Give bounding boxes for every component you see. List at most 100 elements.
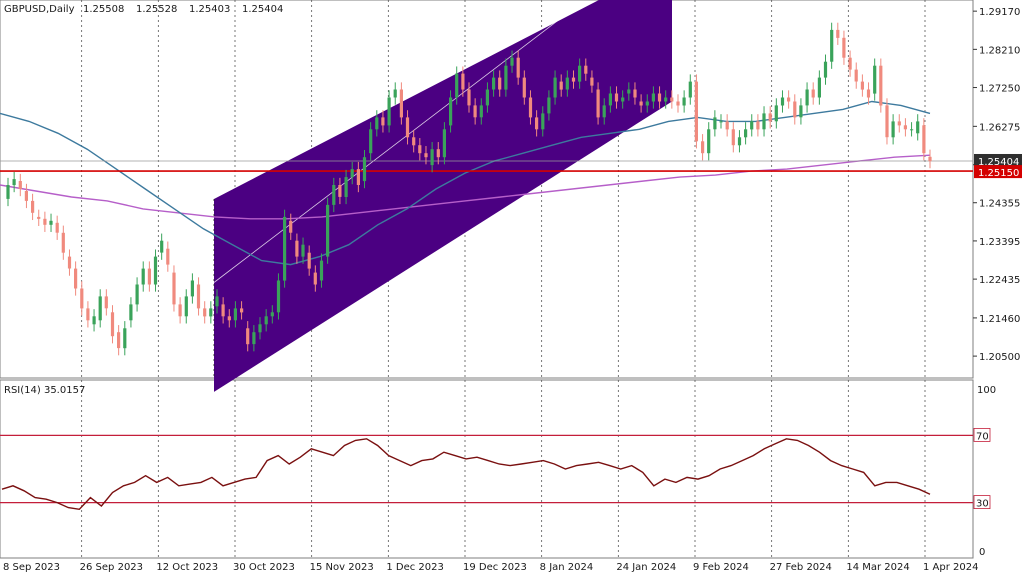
candle-down	[18, 181, 22, 189]
candle-down	[110, 312, 115, 337]
candle-up	[258, 324, 262, 333]
candle-down	[405, 117, 410, 138]
candle-up	[153, 256, 158, 285]
candle-up	[135, 284, 139, 305]
horizontal-levels	[0, 160, 973, 172]
candle-down	[240, 308, 244, 313]
candle-down	[842, 37, 846, 58]
candle-down	[922, 125, 926, 154]
candle-up	[141, 268, 145, 285]
candle-down	[172, 272, 176, 305]
candle-down	[725, 121, 729, 130]
candle-up	[891, 121, 895, 138]
candle-down	[768, 113, 772, 122]
y-tick-label: 1.27250	[979, 84, 1020, 95]
candle-up	[375, 117, 379, 130]
y-tick-label: 1.20500	[979, 352, 1020, 363]
header-open: 1.25508	[83, 4, 124, 15]
candle-down	[436, 149, 440, 158]
candle-up	[799, 105, 803, 118]
candle-down	[596, 89, 600, 118]
candle-down	[221, 304, 225, 317]
candle-up	[184, 296, 188, 317]
y-tick-label: 1.28210	[979, 45, 1020, 56]
candle-up	[510, 57, 514, 66]
candle-down	[670, 97, 674, 102]
candle-down	[571, 77, 576, 82]
rsi-tick-100: 100	[977, 385, 996, 396]
candle-down	[166, 248, 170, 265]
y-tick-label: 1.29170	[979, 7, 1020, 18]
candle-down	[295, 240, 299, 257]
current-price-label: 1.25404	[978, 157, 1019, 168]
candle-down	[793, 101, 797, 118]
candle-down	[731, 129, 735, 146]
candle-down	[694, 81, 698, 142]
candle-down	[246, 328, 250, 345]
x-tick-label: 27 Feb 2024	[770, 562, 832, 573]
candle-down	[24, 191, 28, 201]
candle-up	[344, 177, 348, 197]
candle-up	[479, 105, 483, 118]
candle-up	[504, 65, 508, 90]
candle-up	[541, 113, 545, 130]
rsi-level-label: 30	[976, 499, 989, 510]
candle-down	[836, 29, 840, 38]
candle-up	[762, 113, 766, 130]
candle-up	[780, 97, 785, 106]
candle-up	[682, 97, 686, 106]
candle-up	[492, 77, 496, 90]
candle-up	[160, 240, 164, 253]
candle-up	[707, 129, 711, 154]
x-axis: 8 Sep 2023 26 Sep 2023 12 Oct 2023 30 Oct 2…	[3, 562, 978, 573]
candle-up	[651, 93, 655, 102]
support-level-box	[974, 165, 1022, 179]
y-tick-label: 1.26275	[979, 122, 1020, 133]
candle-down	[848, 57, 852, 70]
candle-down	[516, 57, 520, 78]
candle-down	[424, 153, 428, 158]
candle-down	[535, 117, 539, 130]
candle-up	[276, 280, 281, 313]
candle-down	[590, 77, 594, 86]
current-price-box	[974, 153, 1022, 167]
candle-down	[338, 185, 342, 197]
candle-down	[86, 308, 90, 321]
support-level-label: 1.25150	[978, 168, 1019, 179]
x-tick-label: 15 Nov 2023	[310, 562, 374, 573]
candle-down	[473, 105, 477, 118]
candle-down	[756, 121, 760, 130]
candle-down	[31, 200, 35, 213]
x-tick-label: 12 Oct 2023	[156, 562, 218, 573]
candle-up	[688, 81, 692, 98]
candle-down	[522, 77, 526, 98]
candle-up	[547, 97, 551, 114]
candle-up	[873, 65, 877, 94]
candle-up	[129, 304, 133, 321]
x-tick-label: 30 Oct 2023	[233, 562, 295, 573]
candle-up	[719, 121, 723, 123]
candle-up	[805, 89, 809, 106]
candle-down	[897, 121, 901, 126]
x-tick-label: 9 Feb 2024	[693, 562, 749, 573]
candle-up	[449, 97, 453, 126]
candle-up	[664, 97, 668, 102]
candle-up	[283, 216, 287, 281]
candle-down	[928, 156, 932, 162]
rsi-panel: 70 30 100 0	[0, 385, 996, 558]
candle-up	[326, 204, 330, 257]
candle-down	[701, 141, 705, 154]
candle-up	[830, 29, 834, 62]
x-tick-label: 1 Dec 2023	[386, 562, 444, 573]
candle-down	[61, 232, 65, 253]
rsi-panel-frame	[0, 379, 974, 559]
candle-down	[399, 89, 403, 118]
candle-up	[350, 169, 354, 178]
candle-down	[203, 308, 207, 317]
rsi-level-box	[973, 495, 991, 510]
candle-down	[227, 316, 231, 321]
x-tick-label: 19 Dec 2023	[463, 562, 527, 573]
candle-down	[117, 332, 121, 349]
